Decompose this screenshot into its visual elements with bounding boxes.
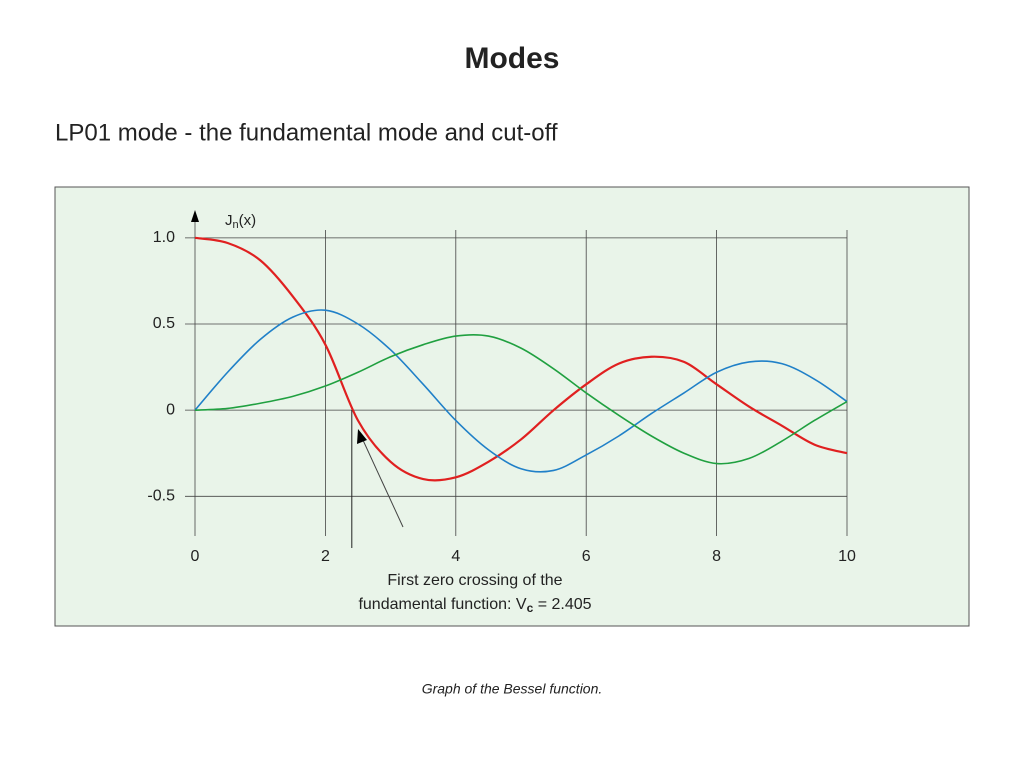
chart-panel (54, 186, 970, 627)
series-line (194, 309, 848, 473)
y-label-subscript: n (233, 219, 239, 231)
series-line (194, 236, 848, 482)
y-label-base: J (225, 212, 233, 229)
y-axis-arrow (191, 210, 199, 222)
slide-title: Modes (464, 42, 559, 75)
x-tick-label: 2 (321, 548, 330, 565)
annotation-text: First zero crossing of the (387, 572, 562, 589)
x-tick-label: 4 (451, 548, 460, 565)
annotation-text-part: fundamental function: V (358, 596, 526, 613)
y-tick-label: -0.5 (147, 488, 175, 505)
y-tick-label: 0 (166, 401, 175, 418)
x-tick-label: 10 (838, 548, 856, 565)
y-tick-label: 1.0 (153, 229, 175, 246)
annotation-subscript: c (527, 601, 534, 615)
series-line (194, 333, 848, 465)
x-tick-label: 0 (191, 548, 200, 565)
caption: Graph of the Bessel function. (422, 681, 603, 697)
annotation-arrow (361, 437, 404, 528)
annotation-text-part: = 2.405 (533, 596, 591, 613)
annotation-arrowhead (357, 429, 367, 444)
y-tick-label: 0.5 (153, 315, 175, 332)
x-tick-label: 8 (712, 548, 721, 565)
x-tick-label: 6 (582, 548, 591, 565)
slide-subtitle: LP01 mode - the fundamental mode and cut… (55, 119, 558, 146)
y-axis-label: Jn(x) (225, 212, 256, 231)
y-label-rest: (x) (239, 212, 257, 229)
annotation-text: fundamental function: Vc = 2.405 (358, 596, 591, 615)
